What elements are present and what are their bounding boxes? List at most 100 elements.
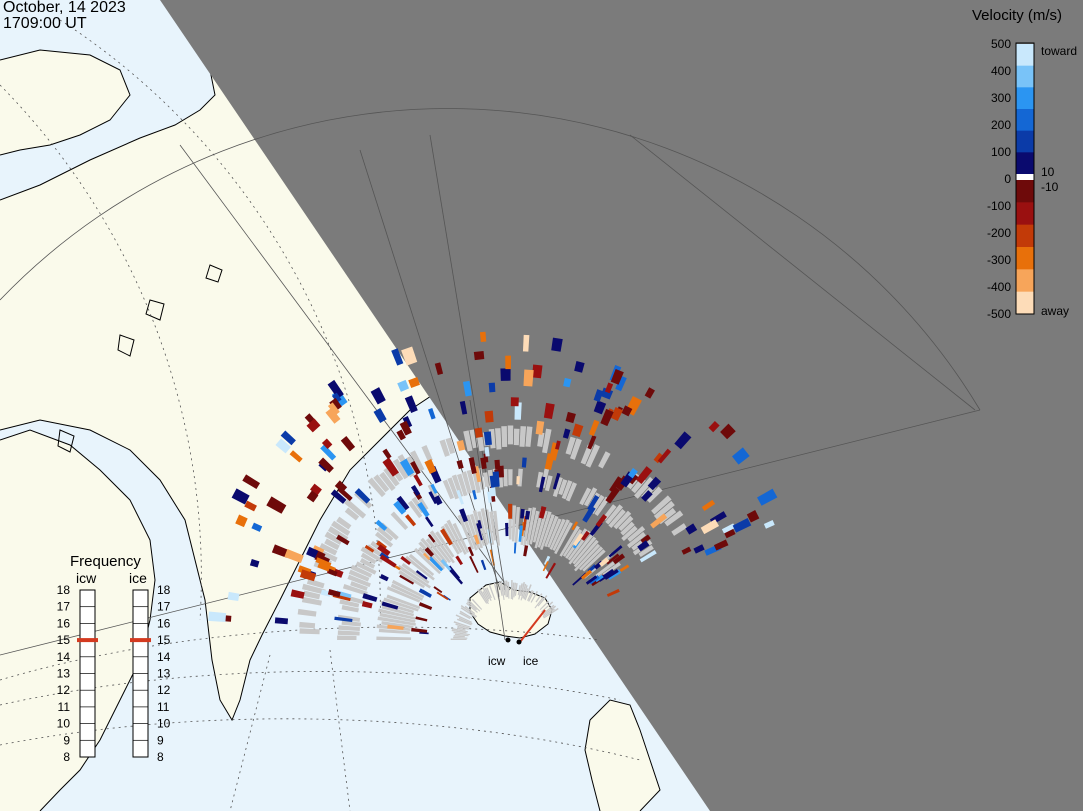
ground-scatter-cell (455, 623, 470, 629)
velocity-cell-toward (520, 508, 525, 519)
velocity-cell-away (612, 553, 626, 565)
ground-scatter-cell (471, 598, 483, 610)
velocity-cell-toward (685, 523, 698, 535)
ground-scatter-cell (461, 471, 472, 494)
longitude-line (629, 134, 976, 411)
velocity-tick-label: 200 (991, 118, 1011, 132)
velocity-cell-toward (370, 387, 386, 405)
ground-scatter-cell (486, 587, 492, 599)
ground-scatter-cell (653, 500, 675, 520)
ground-scatter-cell (572, 536, 597, 565)
ground-scatter-cell (451, 629, 467, 634)
ground-scatter-cell (457, 514, 475, 550)
velocity-cell-toward (608, 545, 623, 558)
velocity-cell-toward (375, 519, 388, 531)
velocity-cell-away (321, 438, 333, 449)
frequency-radar-label-icw: icw (76, 570, 97, 586)
velocity-cell-away (516, 476, 520, 485)
velocity-cell-toward (320, 589, 331, 597)
velocity-tick-label: 100 (991, 145, 1011, 159)
velocity-cell-away (456, 459, 464, 470)
velocity-cell-toward (593, 400, 607, 415)
dotted-parallel (0, 626, 601, 681)
ground-scatter-cell (301, 596, 322, 606)
velocity-cell-away (318, 457, 334, 473)
ground-scatter-cell (469, 513, 483, 549)
plot-time: 1709:00 UT (3, 15, 87, 32)
frequency-tick-label: 15 (57, 633, 71, 647)
velocity-cell-toward (593, 389, 604, 402)
ground-scatter-cell (529, 510, 540, 545)
ground-scatter-cell (472, 471, 481, 494)
ground-scatter-cell (500, 580, 505, 601)
velocity-cell-away (543, 402, 555, 419)
velocity-cell-away (681, 546, 692, 555)
velocity-cell-toward (598, 568, 615, 582)
velocity-cell-toward (306, 546, 319, 559)
velocity-cell-toward (334, 616, 353, 622)
velocity-cell-away (494, 459, 501, 470)
velocity-cell-away (424, 458, 437, 474)
ground-scatter-cell (634, 476, 655, 499)
velocity-cell-toward (373, 407, 387, 424)
ground-scatter-cell (537, 595, 548, 607)
velocity-cell-away (713, 539, 729, 551)
ground-scatter-cell (511, 505, 517, 542)
ground-scatter-cell (519, 426, 527, 447)
ground-scatter-cell (462, 515, 478, 551)
ground-scatter-cell (507, 581, 510, 599)
ground-scatter-cell (488, 584, 496, 601)
velocity-cell-toward (393, 500, 407, 515)
velocity-cell-toward (552, 472, 561, 490)
velocity-cell-away (653, 452, 664, 464)
velocity-cell-toward (354, 488, 371, 504)
velocity-cell-toward (763, 520, 775, 529)
frequency-tick-label: 11 (58, 700, 71, 714)
ground-scatter-cell (410, 450, 425, 472)
velocity-cell-toward (440, 558, 454, 574)
velocity-cell-toward (249, 559, 260, 568)
ground-scatter-cell (664, 510, 684, 527)
velocity-cell-away (327, 402, 340, 416)
velocity-cell-away (523, 369, 534, 387)
ground-scatter-cell (565, 436, 576, 455)
ground-scatter-cell (460, 607, 477, 618)
velocity-cell-away (271, 544, 290, 558)
ground-scatter-cell (408, 553, 435, 577)
velocity-cell-toward (425, 516, 434, 528)
ground-scatter-cell (482, 472, 490, 487)
velocity-cell-away (619, 564, 630, 572)
frequency-tick-label: 10 (57, 717, 71, 731)
velocity-cell-toward (582, 505, 596, 523)
velocity-cell-away (542, 561, 549, 572)
ground-scatter-cell (510, 580, 513, 600)
ground-scatter-cell (452, 627, 468, 633)
ground-scatter-cell (360, 552, 377, 565)
ground-scatter-cell (381, 605, 415, 617)
velocity-away-label: away (1041, 304, 1069, 318)
ground-scatter-cell (561, 480, 573, 500)
radar-site-label-ice: ice (523, 654, 539, 668)
velocity-cell-away (336, 534, 350, 546)
ground-scatter-cell (494, 428, 502, 450)
velocity-cell-away (411, 627, 428, 633)
ground-scatter-cell (608, 509, 626, 528)
ground-scatter-cell (391, 579, 425, 599)
velocity-cell-away (334, 480, 348, 493)
velocity-cell-away (433, 586, 443, 594)
velocity-colorbar-frame (1015, 42, 1035, 315)
ground-scatter-cell (536, 471, 544, 488)
ground-scatter-cell (337, 614, 361, 622)
ground-scatter-cell (445, 437, 456, 455)
ground-scatter-cell (613, 510, 632, 530)
ground-scatter-cell (582, 549, 606, 572)
velocity-cell-away (640, 534, 651, 544)
ground-scatter-cell (413, 547, 442, 575)
velocity-cell-away (325, 407, 341, 424)
velocity-cell-toward (331, 392, 342, 403)
velocity-cell-toward (627, 467, 638, 479)
ground-scatter-cell (517, 585, 521, 596)
velocity-cell-away (423, 552, 431, 561)
velocity-cell-toward (505, 522, 509, 537)
frequency-tick-label: 12 (57, 683, 71, 697)
